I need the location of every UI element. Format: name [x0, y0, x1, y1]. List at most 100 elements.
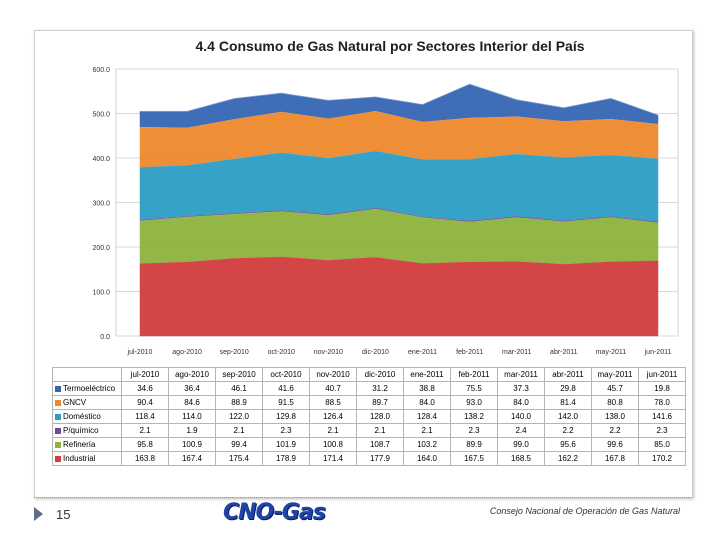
table-cell: 138.2	[450, 409, 498, 424]
table-header-cell: nov-2010	[309, 367, 357, 382]
table-cell: 142.0	[544, 409, 592, 424]
x-tick-label: sep-2010	[220, 349, 249, 356]
series-edge	[140, 83, 659, 116]
table-row: Doméstico 118.4 114.0 122.0 129.8 126.4 128.0 1…	[52, 409, 686, 424]
table-cell: 75.5	[450, 381, 498, 396]
x-tick-label: abr-2011	[550, 349, 578, 356]
legend-swatch	[55, 413, 61, 420]
table-cell: 118.4	[121, 409, 169, 424]
legend-entry: P/químico	[52, 423, 122, 438]
table-cell: 2.3	[638, 423, 686, 438]
legend-label: Industrial	[63, 454, 96, 463]
cno-gas-logo: CNO-Gas	[223, 500, 326, 525]
legend-swatch	[55, 441, 61, 448]
x-tick-label: nov-2010	[314, 349, 343, 356]
table-cell: 167.4	[168, 451, 216, 466]
table-cell: 81.4	[544, 395, 592, 410]
table-cell: 91.5	[262, 395, 310, 410]
table-cell: 138.0	[591, 409, 639, 424]
table-cell: 100.9	[168, 437, 216, 452]
table-cell: 171.4	[309, 451, 357, 466]
table-cell: 114.0	[168, 409, 216, 424]
table-cell: 178.9	[262, 451, 310, 466]
table-cell: 84.0	[403, 395, 451, 410]
table-row: Industrial 163.8 167.4 175.4 178.9 171.4 177.9…	[52, 451, 686, 466]
table-cell: 29.8	[544, 381, 592, 396]
table-corner-cell	[52, 367, 122, 382]
table-cell: 163.8	[121, 451, 169, 466]
table-cell: 99.4	[215, 437, 263, 452]
table-header-cell: feb-2011	[450, 367, 498, 382]
chart-title: 4.4 Consumo de Gas Natural por Sectores …	[195, 38, 585, 54]
table-cell: 46.1	[215, 381, 263, 396]
table-cell: 2.3	[450, 423, 498, 438]
table-cell: 108.7	[356, 437, 404, 452]
table-cell: 19.8	[638, 381, 686, 396]
y-tick-label: 400.0	[92, 156, 110, 163]
table-row: P/químico 2.1 1.9 2.1 2.3 2.1 2.1 2.1 2.3 2.4 2.2 2…	[52, 423, 686, 438]
table-cell: 90.4	[121, 395, 169, 410]
table-header-cell: ene-2011	[403, 367, 451, 382]
y-tick-label: 600.0	[92, 67, 110, 74]
table-header-cell: sep-2010	[215, 367, 263, 382]
table-cell: 45.7	[591, 381, 639, 396]
x-tick-label: oct-2010	[268, 349, 295, 356]
legend-swatch	[55, 427, 61, 434]
table-cell: 93.0	[450, 395, 498, 410]
table-cell: 34.6	[121, 381, 169, 396]
y-tick-label: 0.0	[100, 334, 110, 341]
page-number: 15	[56, 507, 71, 522]
table-cell: 170.2	[638, 451, 686, 466]
legend-entry: Refinería	[52, 437, 122, 452]
legend-entry: Termoeléctrico	[52, 381, 122, 396]
table-header-cell: dic-2010	[356, 367, 404, 382]
table-header-cell: ago-2010	[168, 367, 216, 382]
table-cell: 99.6	[591, 437, 639, 452]
table-cell: 100.8	[309, 437, 357, 452]
table-row: GNCV 90.4 84.6 88.9 91.5 88.5 89.7 84.0 93.0 84.0…	[52, 395, 686, 410]
y-tick-label: 300.0	[92, 201, 110, 208]
legend-label: Termoeléctrico	[63, 384, 116, 393]
table-cell: 2.4	[497, 423, 545, 438]
arrow-icon	[34, 507, 43, 521]
x-tick-label: dic-2010	[362, 349, 389, 356]
table-cell: 88.9	[215, 395, 263, 410]
table-cell: 129.8	[262, 409, 310, 424]
table-cell: 78.0	[638, 395, 686, 410]
table-cell: 167.8	[591, 451, 639, 466]
legend-label: GNCV	[63, 398, 87, 407]
table-cell: 2.1	[403, 423, 451, 438]
table-cell: 84.6	[168, 395, 216, 410]
table-cell: 128.4	[403, 409, 451, 424]
legend-label: Doméstico	[63, 412, 101, 421]
table-cell: 40.7	[309, 381, 357, 396]
table-cell: 175.4	[215, 451, 263, 466]
table-cell: 31.2	[356, 381, 404, 396]
table-cell: 38.8	[403, 381, 451, 396]
table-cell: 84.0	[497, 395, 545, 410]
table-header-cell: jun-2011	[638, 367, 686, 382]
table-header-row: jul-2010 ago-2010 sep-2010 oct-2010 nov-2010…	[52, 367, 686, 382]
table-cell: 168.5	[497, 451, 545, 466]
legend-swatch	[55, 455, 61, 462]
table-cell: 85.0	[638, 437, 686, 452]
table-header-cell: may-2011	[591, 367, 639, 382]
table-cell: 41.6	[262, 381, 310, 396]
table-row: Termoeléctrico 34.6 36.4 46.1 41.6 40.7 31.2 38…	[52, 381, 686, 396]
table-cell: 140.0	[497, 409, 545, 424]
table-cell: 141.6	[638, 409, 686, 424]
table-cell: 37.3	[497, 381, 545, 396]
y-tick-label: 100.0	[92, 290, 110, 297]
table-cell: 167.5	[450, 451, 498, 466]
table-header-cell: oct-2010	[262, 367, 310, 382]
table-cell: 162.2	[544, 451, 592, 466]
table-cell: 122.0	[215, 409, 263, 424]
legend-swatch	[55, 399, 61, 406]
table-cell: 95.8	[121, 437, 169, 452]
y-tick-label: 500.0	[92, 112, 110, 119]
y-tick-label: 200.0	[92, 245, 110, 252]
table-cell: 2.2	[544, 423, 592, 438]
x-tick-label: jul-2010	[127, 349, 153, 356]
legend-swatch	[55, 385, 61, 392]
